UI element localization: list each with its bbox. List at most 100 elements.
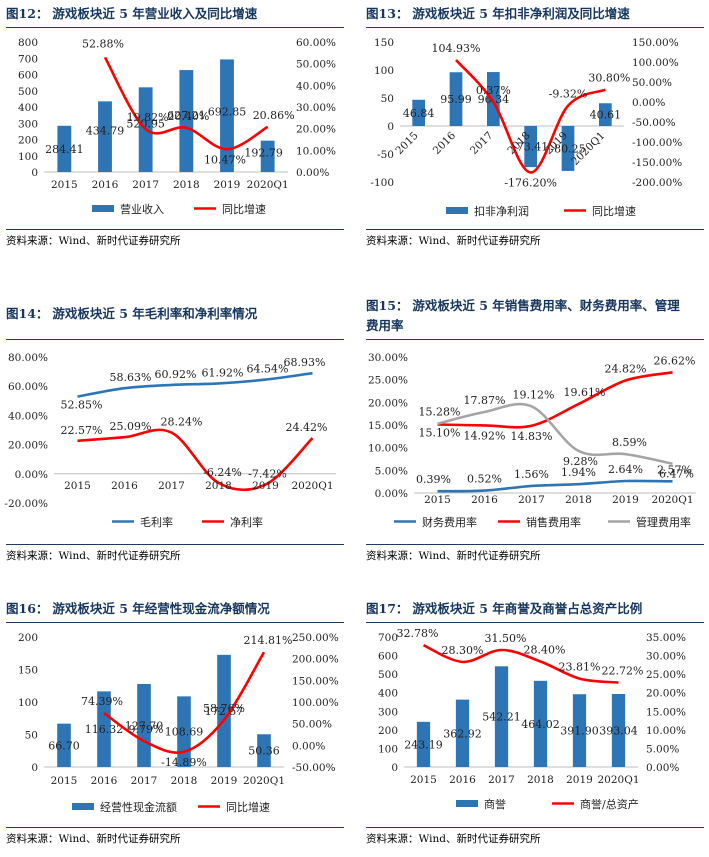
bar-value-label: 393.04 [599, 725, 638, 738]
right-axis-tick-label: 50.00% [296, 59, 336, 71]
bar [57, 723, 71, 767]
legend-label: 商誉 [484, 797, 506, 811]
line-value-label: 58.76% [203, 702, 245, 715]
series-value-label: 15.10% [419, 427, 461, 440]
left-axis-tick-label: 200 [18, 135, 38, 147]
title-rule [366, 622, 704, 623]
left-axis-tick-label: 50 [381, 93, 394, 105]
category-label: 2016 [111, 480, 138, 492]
line-value-label: 19.82% [127, 111, 169, 124]
series-value-label: 19.61% [564, 386, 606, 399]
growth-line [422, 644, 619, 684]
line-value-label: 23.81% [559, 661, 601, 674]
left-axis-tick-label: -100 [370, 177, 394, 189]
growth-line [103, 56, 269, 151]
right-axis-tick-label: 250.00% [292, 632, 339, 644]
left-axis-tick-label: 700 [378, 632, 398, 644]
source-note: 资料来源：Wind、新时代证券研究所 [6, 833, 181, 845]
source-rule [6, 544, 344, 545]
right-axis-tick-label: 20.00% [296, 124, 336, 136]
bar-value-label: -73.41 [513, 141, 548, 154]
series-value-label: 52.85% [61, 399, 103, 412]
right-axis-tick-label: 150.00% [632, 37, 679, 49]
source-rule [366, 827, 704, 828]
right-axis-tick-label: 150.00% [292, 675, 339, 687]
left-axis-tick-label: 100 [374, 65, 394, 77]
series-line [437, 371, 673, 429]
axis-tick-label: 60.00% [8, 381, 48, 393]
left-axis-tick-label: 0 [391, 762, 398, 774]
series-value-label: 17.87% [464, 394, 506, 407]
category-label: 2018 [565, 494, 592, 506]
figure-title: 图16： 游戏板块近 5 年经营性现金流净额情况 [6, 601, 270, 616]
right-axis-tick-label: -50.00% [292, 762, 336, 774]
category-label: 2015 [64, 480, 91, 492]
title-rule [6, 622, 344, 623]
category-label: 2016 [449, 774, 476, 786]
left-axis-tick-label: 200 [18, 632, 38, 644]
right-axis-tick-label: -150.00% [632, 157, 682, 169]
series-value-label: 68.93% [284, 356, 326, 369]
line-value-label: 0.37% [476, 84, 511, 97]
left-axis-tick-label: 500 [378, 669, 398, 681]
bar-value-label: 95.99 [440, 93, 472, 106]
series-value-label: 0.39% [416, 473, 451, 486]
right-axis-tick-label: 50.00% [632, 77, 672, 89]
right-axis-tick-label: 35.00% [646, 632, 686, 644]
category-label: 2017 [131, 775, 158, 787]
source-note: 资料来源：Wind、新时代证券研究所 [366, 235, 541, 247]
category-label: 2020Q1 [651, 494, 693, 506]
bar [494, 666, 509, 767]
series-value-label: 24.82% [605, 362, 647, 375]
category-label: 2015 [424, 494, 451, 506]
line-value-label: 9.79% [129, 723, 164, 736]
category-label: 2020Q1 [291, 480, 333, 492]
right-axis-tick-label: -100.00% [632, 137, 682, 149]
axis-tick-label: 20.00% [368, 397, 408, 409]
bar [260, 140, 275, 172]
bar [598, 103, 612, 126]
bar [57, 125, 72, 172]
legend-swatch-bar [456, 800, 478, 807]
left-axis-tick-label: 0 [31, 762, 38, 774]
bar [572, 694, 587, 767]
line-value-label: 104.93% [432, 42, 481, 55]
series-value-label: 14.83% [511, 430, 553, 443]
bar-value-label: 192.79 [244, 146, 283, 159]
category-label: 2020Q1 [243, 775, 285, 787]
figure-title: 图13： 游戏板块近 5 年扣非净利润及同比增速 [366, 6, 630, 21]
line-value-label: 28.30% [442, 644, 484, 657]
legend-label: 商誉/总资产 [580, 797, 639, 811]
category-label: 2015 [51, 775, 78, 787]
category-label: 2018 [171, 775, 198, 787]
axis-tick-label: 15.00% [368, 420, 408, 432]
series-value-label: 9.28% [563, 455, 598, 468]
line-value-label: 30.80% [588, 72, 630, 85]
legend-label: 同比增速 [222, 202, 266, 216]
series-value-label: 26.62% [654, 354, 696, 367]
category-label: 2018 [205, 480, 232, 492]
line-value-label: 52.88% [82, 37, 124, 50]
bar-value-label: 46.84 [403, 107, 435, 120]
bar [98, 101, 112, 172]
series-value-label: 0.52% [467, 473, 502, 486]
axis-tick-label: 30.00% [368, 352, 408, 364]
line-value-label: 22.72% [602, 665, 644, 678]
category-label: 2020Q1 [247, 179, 289, 191]
bar-value-label: 434.79 [86, 125, 125, 138]
bar-value-label: 127.70 [125, 719, 164, 732]
bar-value-label: 116.32 [85, 723, 124, 736]
legend-swatch-bar [92, 205, 114, 212]
left-axis-tick-label: 50 [25, 730, 38, 742]
category-label: 2016 [431, 129, 459, 157]
left-axis-tick-label: 150 [18, 665, 38, 677]
series-line [437, 402, 673, 465]
left-axis-tick-label: 500 [18, 86, 38, 98]
bar-value-label: 243.19 [404, 738, 443, 751]
series-value-label: 2.64% [608, 463, 643, 476]
series-value-label: 1.94% [561, 466, 596, 479]
bar-value-label: 284.41 [45, 143, 84, 156]
chart-expense-ratios: 0.00% 5.00% 10.00% 15.00% 20.00% 25.00% 30.00%… [368, 352, 696, 529]
source-rule [366, 544, 704, 545]
line-value-label: 20.40% [167, 110, 209, 123]
